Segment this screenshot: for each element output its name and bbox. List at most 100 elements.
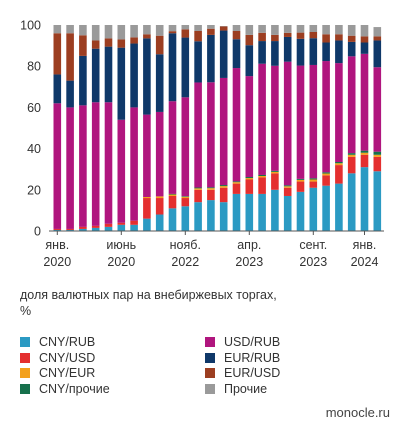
bar-segment (168, 193, 177, 195)
legend-swatch (205, 337, 215, 347)
bar-segment (117, 222, 126, 225)
bar-segment (360, 42, 369, 54)
bar-segment (53, 74, 62, 104)
bar-segment (79, 226, 87, 229)
bar-segment (53, 103, 62, 229)
stacked-bar-chart: 0 20 40 60 80 100 янв. 2020 июнь 2020 нояб. 2022 ап… (20, 19, 384, 269)
bar-segment (143, 25, 151, 35)
bar-segment (283, 187, 292, 196)
bar-segment (143, 197, 151, 199)
bar-segment (168, 33, 177, 102)
bar-segment (309, 179, 318, 182)
bar-segment (181, 29, 190, 38)
bar-segment (258, 25, 266, 33)
legend-label: CNY/EUR (39, 366, 96, 380)
legend-swatch (20, 352, 30, 363)
bar-segment (194, 188, 202, 190)
bar-segment (296, 191, 305, 231)
bar-segment (91, 225, 100, 228)
bar-segment (309, 187, 318, 231)
bar-segment (155, 214, 164, 231)
bars (53, 25, 382, 231)
bar-segment (117, 39, 126, 48)
bar-segment (360, 25, 369, 37)
bar-segment (66, 229, 74, 231)
bar-segment (232, 182, 241, 184)
bar-segment (53, 33, 62, 75)
bar-segment (373, 156, 382, 172)
bar-segment (207, 188, 215, 190)
bar-segment (245, 193, 254, 231)
x-tick-label: 2023 (299, 255, 327, 269)
bar-segment (322, 25, 330, 35)
bar-segment (207, 189, 215, 201)
bar-segment (335, 34, 343, 41)
bar-segment (91, 25, 100, 41)
legend-swatch (205, 368, 215, 378)
bar-segment (245, 178, 254, 180)
bar-segment (53, 228, 62, 230)
bar-segment (117, 25, 126, 40)
bar-segment (66, 80, 74, 108)
bar-segment (360, 167, 369, 231)
legend-label: CNY/прочие (39, 381, 110, 396)
bar-segment (91, 48, 100, 103)
bar-segment (296, 32, 305, 39)
bar-segment (373, 151, 382, 155)
bar-segment (347, 35, 356, 42)
bar-segment (258, 174, 266, 176)
bar-segment (258, 41, 266, 64)
bar-segment (258, 177, 266, 194)
bar-segment (168, 101, 177, 194)
bar-segment (155, 111, 164, 197)
bar-segment (104, 226, 113, 231)
bar-segment (181, 97, 190, 197)
chart-caption: доля валютных пар на внебиржевых торгах,… (20, 287, 277, 319)
y-tick-label: 40 (27, 142, 41, 156)
bar-segment (130, 107, 138, 221)
bar-segment (373, 40, 382, 68)
bar-segment (271, 170, 279, 172)
legend-swatch (20, 368, 30, 378)
legend-item: CNY/RUB (20, 335, 95, 349)
bar-segment (168, 208, 177, 231)
x-tick-label: 2023 (235, 255, 263, 269)
legend-item: CNY/EUR (20, 366, 95, 380)
bar-segment (296, 38, 305, 66)
bar-segment (335, 25, 343, 35)
bar-segment (194, 30, 202, 42)
legend-label: Прочие (224, 381, 268, 396)
bar-segment (322, 34, 330, 43)
bar-segment (258, 32, 266, 42)
legend-label: EUR/USD (224, 366, 281, 380)
bar-segment (79, 35, 87, 56)
bar-segment (194, 202, 202, 231)
bar-segment (53, 25, 62, 34)
bar-segment (271, 171, 279, 174)
legend-item: EUR/RUB (205, 351, 280, 365)
bar-segment (104, 223, 113, 227)
bar-segment (232, 68, 241, 182)
bar-segment (155, 54, 164, 112)
bar-segment (194, 187, 202, 189)
bar-segment (271, 173, 279, 190)
bar-segment (245, 179, 254, 194)
bar-segment (373, 171, 382, 231)
bar-segment (360, 154, 369, 168)
source-label: monocle.ru (325, 405, 390, 420)
bar-segment (271, 189, 279, 231)
bar-segment (91, 227, 100, 231)
y-tick-label: 80 (27, 60, 41, 74)
bar-segment (296, 25, 305, 33)
bar-segment (322, 172, 330, 174)
bar-segment (130, 37, 138, 44)
bar-segment (91, 102, 100, 226)
bar-segment (335, 163, 343, 166)
x-tick-label: нояб. (170, 238, 201, 252)
bar-segment (143, 34, 151, 39)
legend-item: CNY/прочие (20, 382, 110, 396)
x-tick-label: сент. (299, 238, 327, 252)
bar-segment (168, 195, 177, 209)
bar-segment (181, 25, 190, 30)
bar-segment (79, 105, 87, 227)
